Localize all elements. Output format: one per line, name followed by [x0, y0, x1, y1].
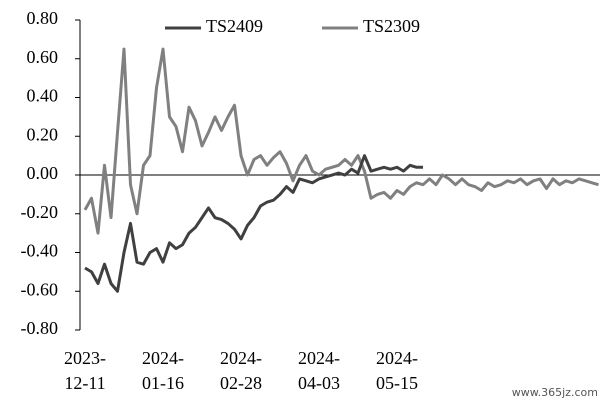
y-tick-label: 0.80 — [27, 8, 59, 28]
legend-label: TS2409 — [206, 16, 263, 36]
y-tick-label: -0.40 — [21, 241, 59, 261]
y-tick-label: 0.40 — [27, 86, 59, 106]
x-tick-label: 2024-01-16 — [142, 348, 184, 393]
line-series — [84, 154, 423, 293]
x-tick-label: 2024-02-28 — [220, 348, 262, 393]
y-tick-label: 0.00 — [27, 163, 59, 183]
y-tick-label: -0.60 — [21, 279, 59, 299]
x-tick-label: 2024-04-03 — [298, 348, 340, 393]
x-tick-label: 2024-05-15 — [376, 348, 418, 393]
x-tick-label: 2023-12-11 — [64, 348, 106, 393]
y-tick-label: 0.60 — [27, 47, 59, 67]
y-tick-label: -0.20 — [21, 202, 59, 222]
watermark: www.365jz.com — [512, 386, 598, 399]
y-tick-label: 0.20 — [27, 124, 59, 144]
legend-label: TS2309 — [363, 16, 420, 36]
y-tick-label: -0.80 — [21, 318, 59, 338]
line-series — [83, 47, 599, 235]
